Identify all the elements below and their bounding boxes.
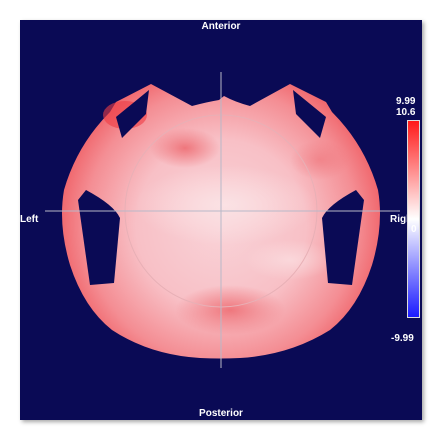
colorbar-min-label: -9.99: [391, 333, 414, 344]
gap-right-upper: [293, 90, 326, 138]
label-right: Right: [390, 214, 416, 225]
color-scale-bar: [407, 120, 420, 318]
label-anterior: Anterior: [201, 21, 241, 32]
colorbar-peak-label: 10.6: [396, 107, 416, 118]
gap-left-side: [78, 190, 120, 285]
topographic-map: [45, 72, 400, 368]
colorbar-max-label: 9.99: [396, 96, 416, 107]
gap-right-side: [322, 190, 364, 285]
label-posterior: Posterior: [199, 408, 243, 419]
colorbar-zero-label: 0: [411, 224, 417, 235]
topographic-map-panel: Anterior Posterior Left Right 9.99 10.6 …: [20, 20, 422, 420]
sensor-gaps: [78, 90, 364, 285]
label-left: Left: [20, 214, 39, 225]
gap-left-upper: [116, 90, 149, 138]
